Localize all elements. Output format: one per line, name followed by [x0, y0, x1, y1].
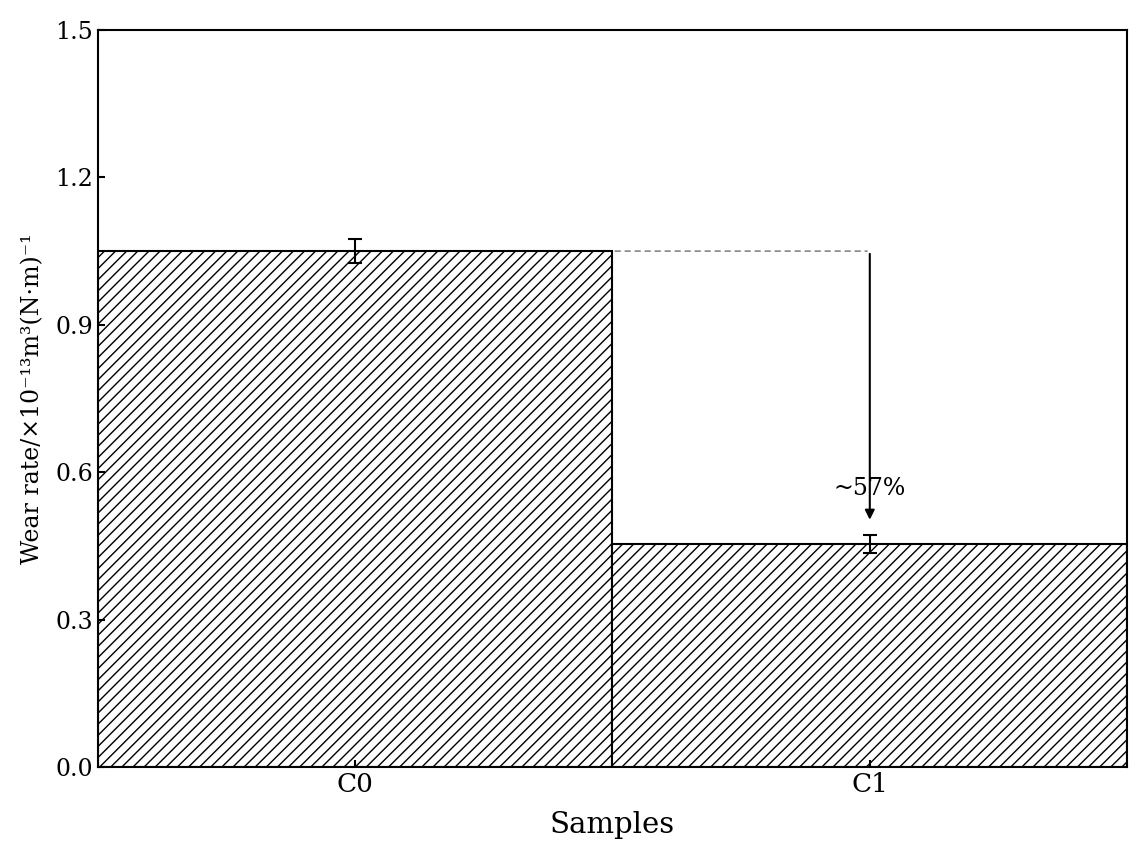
Y-axis label: Wear rate/×10⁻¹³m³(N·m)⁻¹: Wear rate/×10⁻¹³m³(N·m)⁻¹ [21, 233, 44, 564]
Bar [612, 544, 1127, 767]
Text: ~57%: ~57% [833, 477, 906, 501]
Bar [98, 251, 612, 767]
X-axis label: Samples: Samples [550, 811, 675, 839]
